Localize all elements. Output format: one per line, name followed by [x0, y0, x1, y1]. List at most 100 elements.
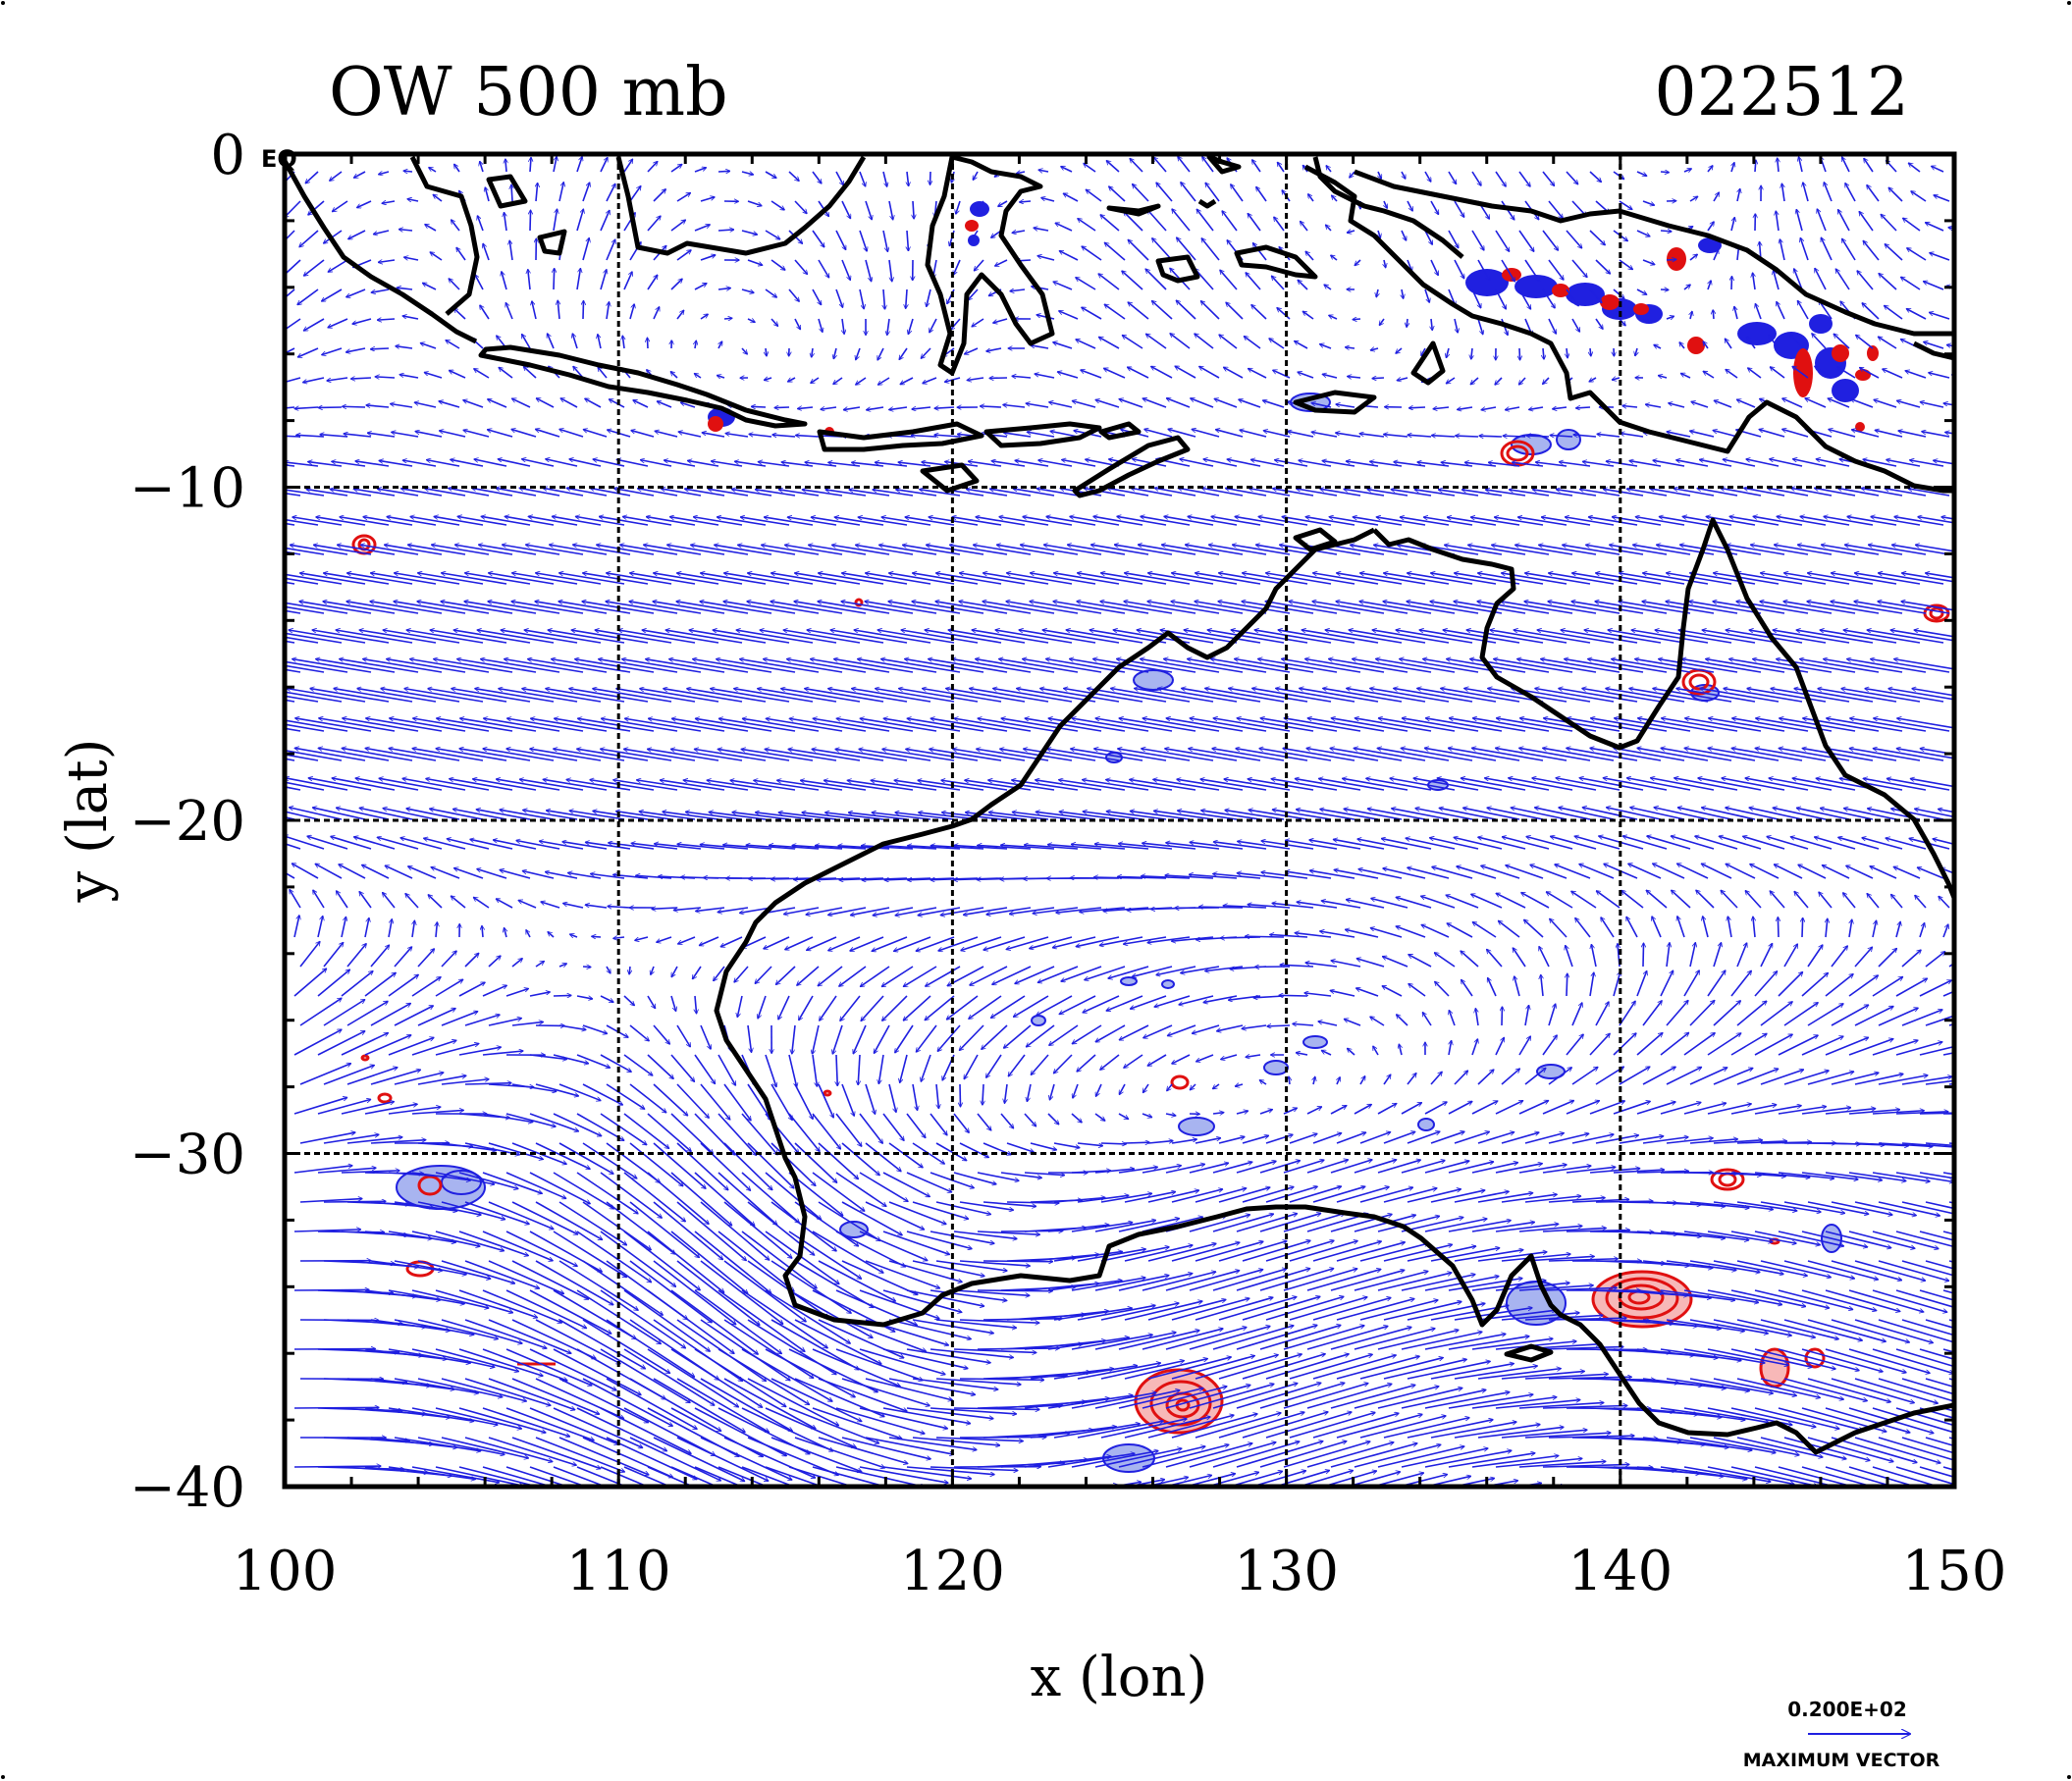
wind-vector: [741, 347, 747, 354]
wind-vector: [912, 573, 979, 585]
wind-vector: [792, 1024, 796, 1054]
wind-vector: [1524, 1005, 1529, 1026]
wind-vector: [1572, 1496, 1660, 1497]
wind-vector: [1378, 230, 1380, 238]
wind-vector: [488, 1260, 564, 1293]
wind-vector: [1059, 249, 1079, 261]
wind-vector: [1635, 517, 1685, 526]
wind-vector: [796, 436, 820, 437]
wind-vector: [1666, 316, 1674, 319]
wind-vector: [1313, 573, 1379, 585]
wind-vector: [1461, 951, 1479, 968]
wind-vector: [1250, 459, 1285, 467]
wind-vector: [1774, 270, 1780, 290]
x-tick-label: 100: [233, 1540, 338, 1603]
wind-vector: [670, 966, 678, 977]
coast-sumatra-east: [409, 155, 480, 316]
wind-vector: [364, 917, 369, 938]
wind-vector: [1851, 399, 1874, 408]
wind-vector: [1049, 1083, 1055, 1100]
wind-vector: [670, 1054, 694, 1081]
wind-vector: [1848, 919, 1852, 938]
wind-vector: [1053, 1308, 1132, 1321]
wind-vector: [1013, 489, 1055, 497]
wind-vector: [1563, 545, 1620, 555]
wind-vector: [345, 347, 366, 352]
coast-banda-1: [1197, 198, 1217, 209]
wind-vector: [299, 1132, 355, 1144]
wind-vector: [1100, 573, 1167, 585]
wind-vector: [1015, 966, 1055, 983]
wind-vector: [371, 1496, 458, 1506]
wind-vector: [454, 545, 513, 555]
wind-vector: [441, 951, 456, 968]
wind-vector: [1189, 1326, 1270, 1350]
wind-vector: [1690, 1496, 1778, 1512]
wind-vector: [676, 1142, 728, 1190]
wind-vector: [1083, 995, 1120, 1013]
wind-vector: [1093, 516, 1143, 526]
wind-vector: [505, 1231, 577, 1268]
wind-vector: [677, 1496, 768, 1532]
wind-vector: [825, 490, 867, 497]
wind-vector: [921, 347, 931, 358]
wind-vector: [303, 318, 325, 331]
wind-vector: [1582, 461, 1615, 467]
wind-vector: [1760, 943, 1774, 968]
wind-vector: [1753, 917, 1755, 938]
wind-vector: [1293, 1023, 1314, 1025]
wind-vector: [1967, 1467, 2053, 1491]
wind-vector: [1124, 1142, 1149, 1143]
wind-vector: [607, 1496, 696, 1531]
wind-vector: [678, 936, 696, 944]
wind-vector: [428, 895, 443, 909]
wind-vector: [1919, 1348, 1954, 1361]
wind-vector: [1265, 1186, 1317, 1203]
wind-vector: [463, 430, 490, 438]
wind-vector: [1336, 1414, 1422, 1439]
wind-vector: [1854, 1319, 1933, 1342]
wind-vector: [364, 972, 396, 997]
wind-vector: [1224, 366, 1244, 379]
wind-vector: [1208, 545, 1267, 555]
wind-vector: [1848, 975, 1879, 997]
wind-vector: [1606, 808, 1662, 820]
wind-vector: [1006, 1142, 1034, 1152]
wind-vector: [1713, 192, 1719, 202]
wind-vector: [294, 407, 319, 408]
wind-vector: [1851, 430, 1880, 438]
wind-vector: [346, 573, 413, 585]
wind-vector: [441, 602, 513, 614]
wind-vector: [400, 838, 443, 850]
wind-vector: [882, 995, 908, 1021]
wind-vector: [694, 225, 710, 232]
wind-vector: [388, 1348, 470, 1363]
wind-vector: [1073, 1083, 1079, 1098]
wind-vector: [1464, 462, 1497, 467]
wind-vector: [986, 1054, 1002, 1077]
wind-vector: [1235, 1084, 1244, 1086]
wind-vector: [535, 1083, 578, 1096]
wind-vector: [1055, 223, 1073, 232]
wind-vector: [417, 1260, 491, 1279]
wind-vector: [1167, 1083, 1173, 1091]
wind-vector: [378, 259, 396, 262]
wind-vector: [724, 573, 790, 585]
wind-vector: [1660, 1407, 1745, 1420]
wind-vector: [1454, 1191, 1509, 1203]
wind-vector: [1324, 285, 1332, 290]
wind-vector: [1973, 1080, 2023, 1084]
wind-vector: [873, 907, 914, 916]
wind-vector: [1713, 1001, 1740, 1026]
wind-vector: [424, 838, 466, 850]
wind-vector: [1918, 517, 1954, 524]
wind-vector: [977, 200, 984, 211]
wind-vector: [1378, 171, 1381, 179]
wind-vector: [717, 288, 730, 289]
wind-vector: [402, 316, 419, 320]
wind-vector: [1259, 1080, 1267, 1085]
wind-vector: [600, 270, 607, 290]
coast-java: [478, 344, 808, 429]
wind-vector: [1767, 836, 1809, 850]
wind-vector: [440, 431, 466, 438]
